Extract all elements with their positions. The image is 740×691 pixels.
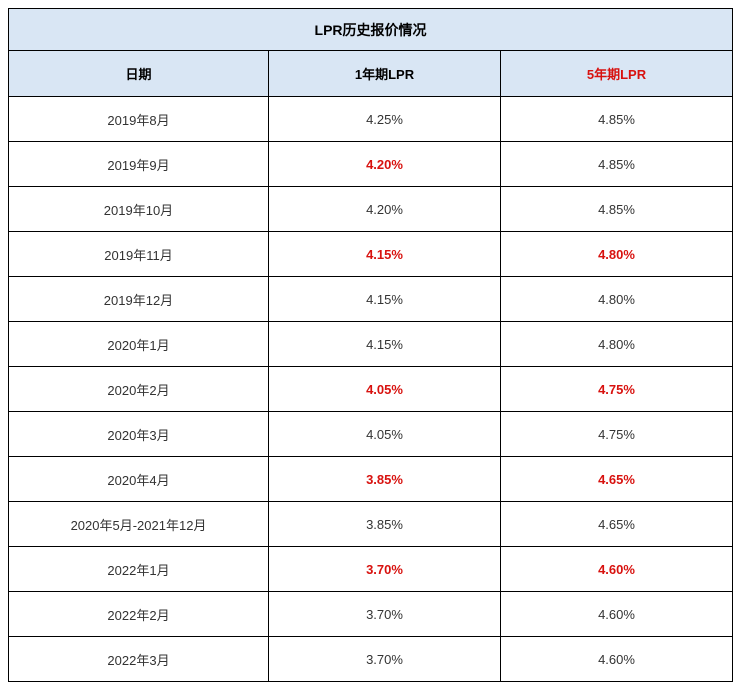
cell-1year: 4.15% xyxy=(269,277,501,322)
cell-1year: 4.25% xyxy=(269,97,501,142)
cell-5year: 4.80% xyxy=(501,277,733,322)
cell-date: 2022年2月 xyxy=(9,592,269,637)
cell-1year: 4.05% xyxy=(269,412,501,457)
table-row: 2019年9月4.20%4.85% xyxy=(9,142,733,187)
cell-5year: 4.60% xyxy=(501,592,733,637)
table-title-row: LPR历史报价情况 xyxy=(9,9,733,51)
col-header-5year: 5年期LPR xyxy=(501,51,733,97)
cell-1year: 3.70% xyxy=(269,547,501,592)
cell-1year: 3.85% xyxy=(269,502,501,547)
cell-5year: 4.80% xyxy=(501,322,733,367)
table-row: 2019年11月4.15%4.80% xyxy=(9,232,733,277)
cell-date: 2019年9月 xyxy=(9,142,269,187)
table-row: 2022年3月3.70%4.60% xyxy=(9,637,733,682)
table-row: 2022年1月3.70%4.60% xyxy=(9,547,733,592)
cell-1year: 4.15% xyxy=(269,322,501,367)
cell-date: 2019年11月 xyxy=(9,232,269,277)
cell-5year: 4.60% xyxy=(501,637,733,682)
table-row: 2020年4月3.85%4.65% xyxy=(9,457,733,502)
cell-5year: 4.75% xyxy=(501,412,733,457)
table-body: 2019年8月4.25%4.85%2019年9月4.20%4.85%2019年1… xyxy=(9,97,733,682)
col-header-date: 日期 xyxy=(9,51,269,97)
table-header-row: 日期 1年期LPR 5年期LPR xyxy=(9,51,733,97)
cell-date: 2019年8月 xyxy=(9,97,269,142)
table-row: 2019年8月4.25%4.85% xyxy=(9,97,733,142)
cell-1year: 4.20% xyxy=(269,142,501,187)
cell-1year: 3.70% xyxy=(269,637,501,682)
table-row: 2020年1月4.15%4.80% xyxy=(9,322,733,367)
cell-1year: 3.85% xyxy=(269,457,501,502)
cell-1year: 4.05% xyxy=(269,367,501,412)
table-row: 2022年2月3.70%4.60% xyxy=(9,592,733,637)
cell-date: 2020年5月-2021年12月 xyxy=(9,502,269,547)
table-row: 2019年12月4.15%4.80% xyxy=(9,277,733,322)
table-row: 2020年5月-2021年12月3.85%4.65% xyxy=(9,502,733,547)
cell-date: 2019年12月 xyxy=(9,277,269,322)
cell-1year: 4.15% xyxy=(269,232,501,277)
cell-5year: 4.65% xyxy=(501,457,733,502)
cell-date: 2020年2月 xyxy=(9,367,269,412)
cell-5year: 4.85% xyxy=(501,187,733,232)
cell-5year: 4.85% xyxy=(501,142,733,187)
table-row: 2020年3月4.05%4.75% xyxy=(9,412,733,457)
cell-date: 2019年10月 xyxy=(9,187,269,232)
cell-date: 2020年3月 xyxy=(9,412,269,457)
cell-1year: 4.20% xyxy=(269,187,501,232)
table-row: 2020年2月4.05%4.75% xyxy=(9,367,733,412)
cell-date: 2020年4月 xyxy=(9,457,269,502)
cell-date: 2022年3月 xyxy=(9,637,269,682)
cell-date: 2022年1月 xyxy=(9,547,269,592)
col-header-1year: 1年期LPR xyxy=(269,51,501,97)
table-title: LPR历史报价情况 xyxy=(9,9,733,51)
cell-date: 2020年1月 xyxy=(9,322,269,367)
cell-5year: 4.85% xyxy=(501,97,733,142)
cell-1year: 3.70% xyxy=(269,592,501,637)
table-row: 2019年10月4.20%4.85% xyxy=(9,187,733,232)
cell-5year: 4.60% xyxy=(501,547,733,592)
lpr-table: LPR历史报价情况 日期 1年期LPR 5年期LPR 2019年8月4.25%4… xyxy=(8,8,733,682)
cell-5year: 4.75% xyxy=(501,367,733,412)
cell-5year: 4.80% xyxy=(501,232,733,277)
cell-5year: 4.65% xyxy=(501,502,733,547)
